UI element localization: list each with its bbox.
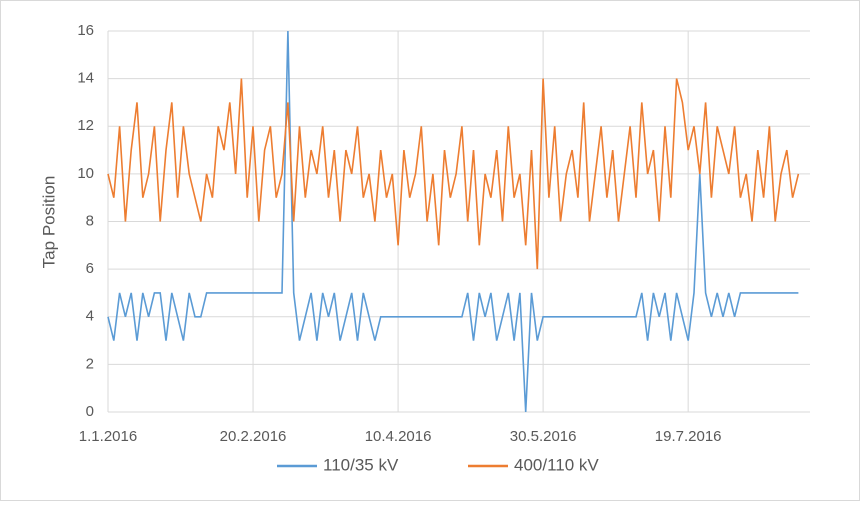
series-line [107,30,799,413]
y-tick-label: 10 [77,165,94,182]
y-tick-label: 12 [77,117,94,134]
series-line [107,78,800,270]
y-tick-label: 16 [77,22,94,39]
y-tick-label: 4 [86,308,94,325]
x-tick-label: 30.5.2016 [510,428,577,445]
y-tick-label: 0 [86,403,94,420]
x-tick-label: 19.7.2016 [655,428,722,445]
x-tick-label: 20.2.2016 [220,428,287,445]
x-tick-label: 10.4.2016 [365,428,432,445]
y-tick-label: 14 [77,70,94,87]
x-tick-label: 1.1.2016 [79,428,137,445]
legend-label: 400/110 kV [514,455,599,474]
y-tick-label: 8 [86,212,94,229]
y-tick-label: 2 [86,355,94,372]
y-tick-label: 6 [86,260,94,277]
y-axis-label: Tap Position [39,176,58,269]
legend-label: 110/35 kV [323,455,399,474]
